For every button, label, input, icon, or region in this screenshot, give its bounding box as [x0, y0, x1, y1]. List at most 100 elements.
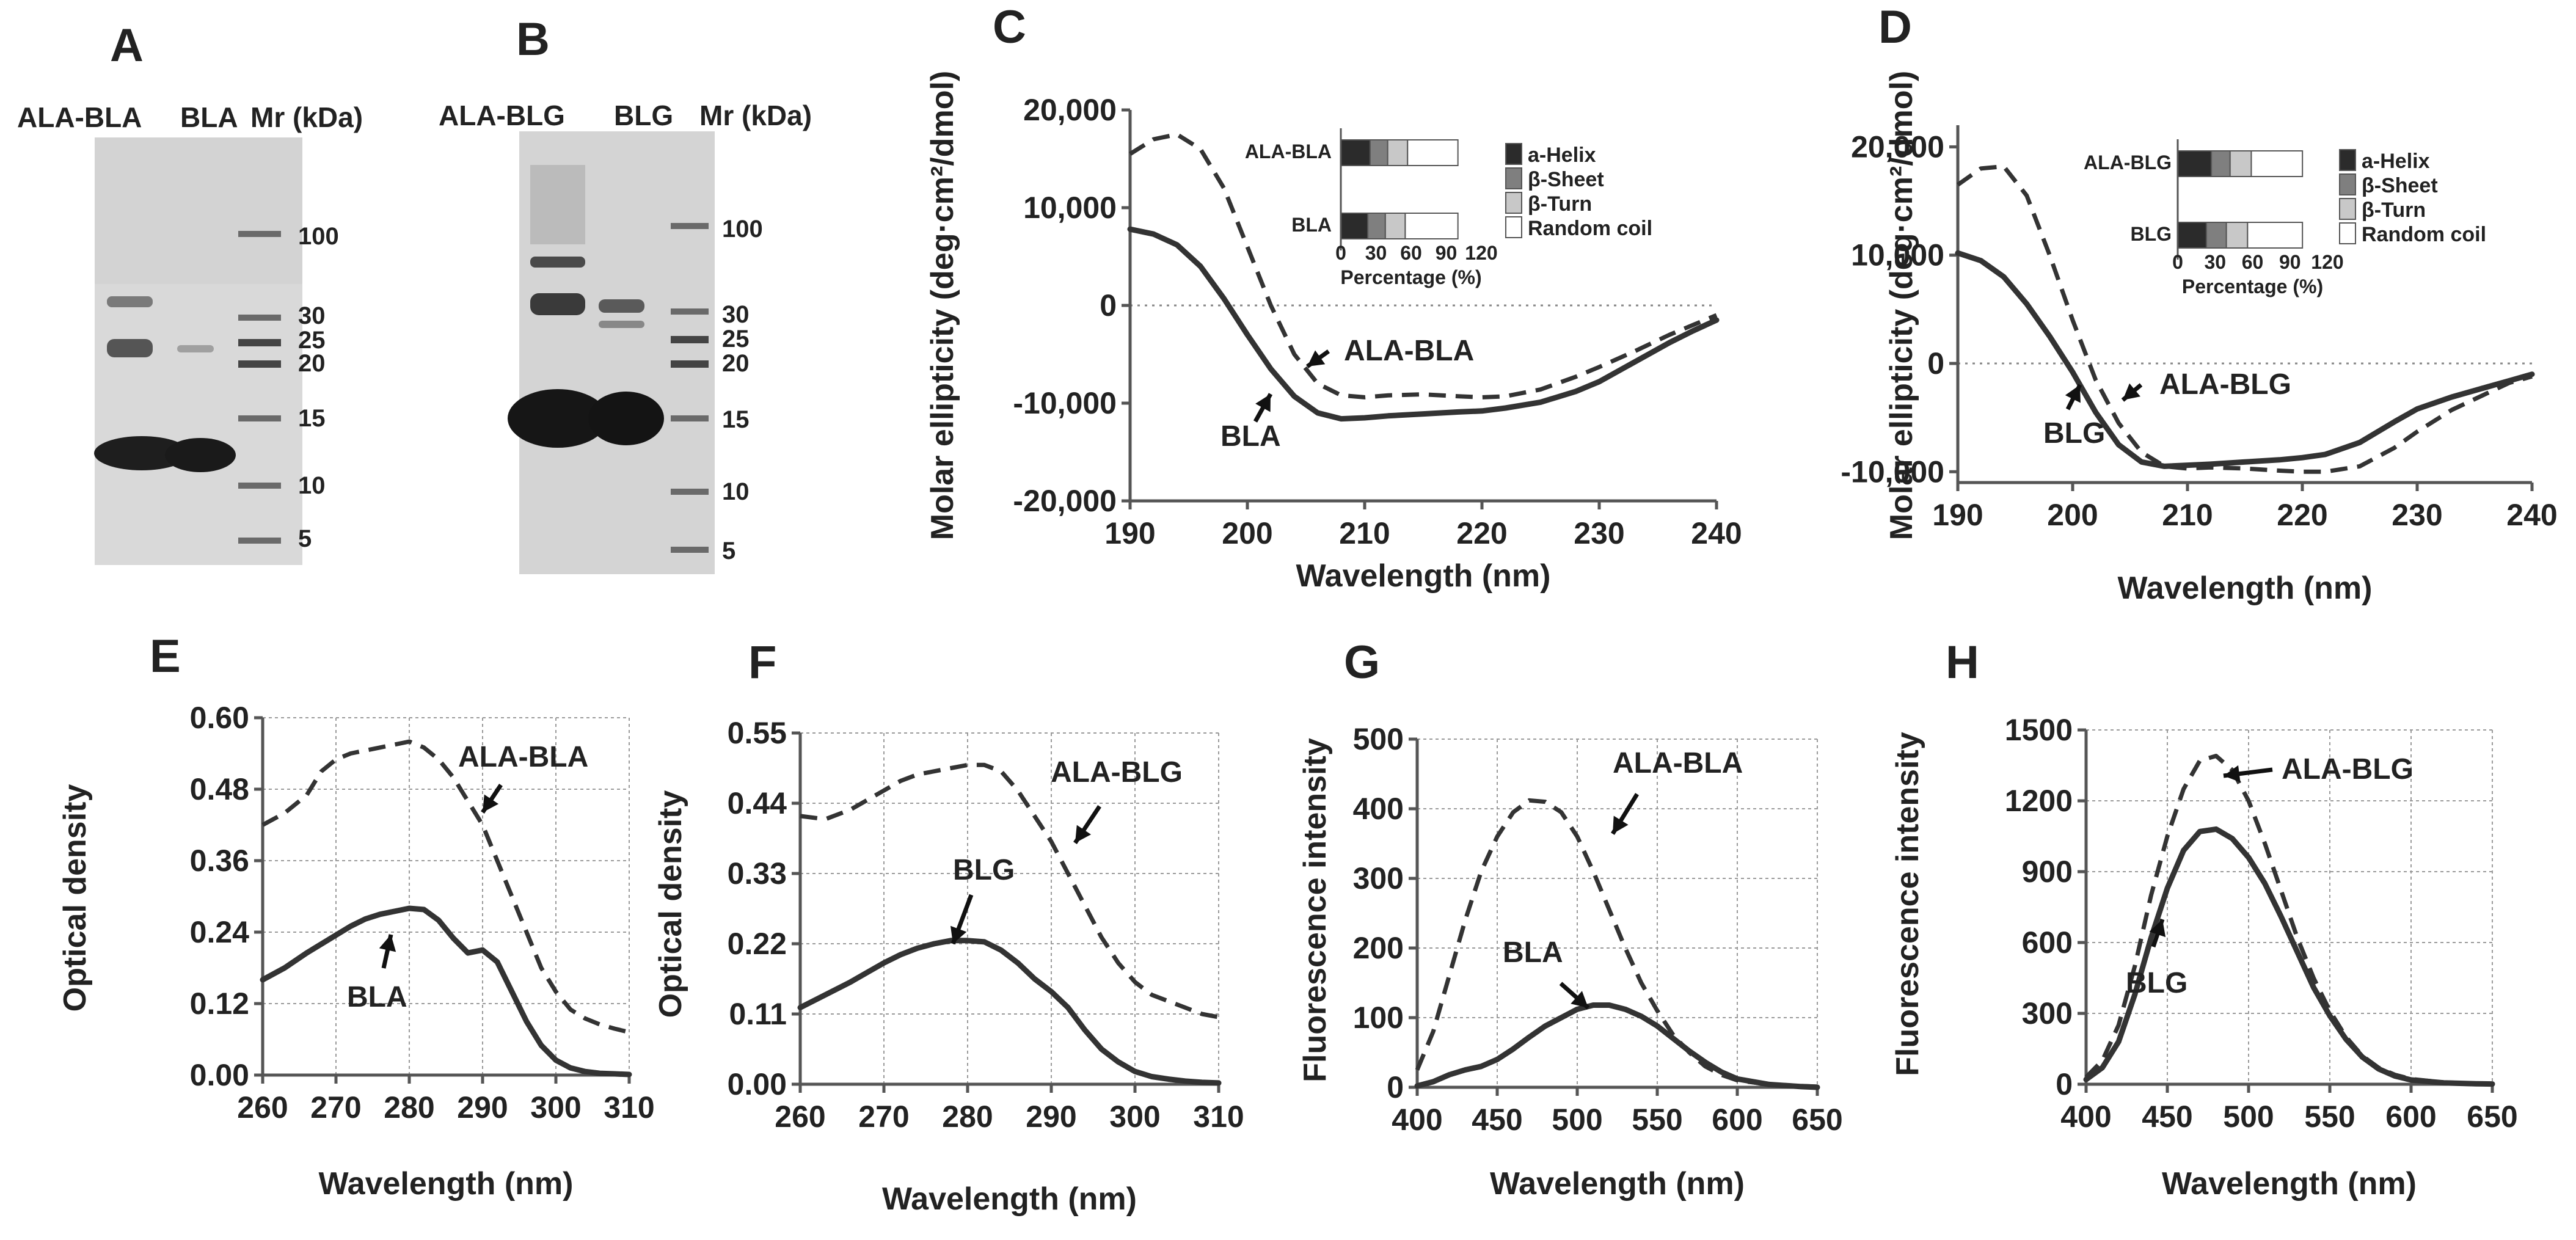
y-tick-label: 0.36: [190, 844, 249, 878]
y-tick-label: 600: [2022, 925, 2073, 960]
gel-a-band: [94, 436, 189, 470]
series-line-ala-bla: [261, 739, 630, 1035]
inset-bar-segment: [1404, 213, 1459, 239]
inset-category-label: ALA-BLA: [1245, 140, 1332, 162]
inset-x-tick-label: 60: [1400, 242, 1422, 264]
gel-b-band: [530, 293, 585, 315]
x-axis-label: Wavelength (nm): [2118, 571, 2373, 606]
chart-h: H 0 300 600 900 1200 1500 400 450 500 550 600 650 Wav…: [1890, 636, 2518, 1202]
series-line-bla: [260, 905, 632, 1078]
inset-bar-segment: [2211, 150, 2231, 177]
chart-d: D -10,000 0 10,000 20,000 190 200 210 220 230 240 W…: [1841, 1, 2557, 606]
x-tick-label: 500: [2223, 1100, 2274, 1134]
y-tick-label: 1200: [2005, 784, 2073, 818]
y-tick-label: 0.60: [190, 701, 249, 735]
annotation-label: BLA: [1503, 936, 1563, 969]
chart-g: G 0 100 200 300 400 500 400 450 500 550 600 650 Wavel…: [1297, 636, 1843, 1202]
axes: [1415, 739, 1817, 1089]
gel-b-marker-band: [671, 308, 709, 315]
panel-b-label: B: [516, 13, 550, 65]
x-tick-label: 200: [2047, 498, 2098, 532]
y-tick-label: 300: [1353, 861, 1404, 895]
gel-b-smear: [530, 165, 585, 244]
inset-legend-swatch: [1505, 192, 1522, 214]
x-axis-label: Wavelength (nm): [1296, 558, 1551, 594]
y-tick-label: 0: [2056, 1067, 2073, 1101]
chart-e: E 0.00 0.12 0.24 0.36 0.48 0.60 260 270 280 290 300…: [57, 630, 655, 1202]
gel-b-band: [599, 321, 644, 328]
gel-a-marker-label: 25: [298, 327, 326, 354]
inset-legend-label: β-Turn: [2362, 199, 2426, 222]
x-tick-label: 220: [1456, 516, 1507, 550]
inset-bar-segment: [2250, 150, 2304, 177]
inset-bar-segment: [2225, 222, 2249, 249]
inset-legend-swatch: [1505, 216, 1522, 238]
gel-a-band: [177, 345, 214, 352]
panel-d-label: D: [1878, 1, 1912, 53]
annotation-label: ALA-BLG: [2159, 368, 2291, 401]
x-tick-label: 190: [1932, 498, 1983, 532]
inset-bar-segment: [1387, 139, 1409, 166]
inset-legend-label: β-Sheet: [2362, 174, 2438, 197]
y-axis-label: Optical density: [653, 790, 688, 1018]
series-line-ala-blg: [2084, 754, 2493, 1087]
inset-bar-segment: [1384, 213, 1406, 239]
gel-a-marker-band: [238, 483, 281, 489]
x-tick-label: 220: [2277, 498, 2327, 532]
inset-bar-segment: [2177, 222, 2207, 249]
gel-b-band: [530, 257, 585, 268]
annotation-arrowhead: [1571, 991, 1588, 1008]
gel-a-marker-band: [238, 538, 281, 544]
inset-x-tick-label: 90: [1436, 242, 1458, 264]
x-tick-label: 280: [384, 1090, 434, 1125]
x-tick-label: 280: [942, 1100, 993, 1134]
gel-a-band: [107, 339, 153, 357]
inset-legend-label: a-Helix: [1528, 144, 1596, 167]
gel-a-marker-label: 100: [298, 223, 339, 250]
x-tick-label: 310: [604, 1090, 654, 1125]
y-tick-label: 0.24: [190, 915, 250, 949]
y-tick-label: 0.12: [190, 987, 249, 1021]
gel-a-marker-band: [238, 231, 281, 237]
x-tick-label: 240: [2506, 498, 2557, 532]
inset-category-label: ALA-BLG: [2084, 151, 2172, 173]
annotation-label: BLG: [2043, 417, 2105, 450]
x-tick-label: 240: [1691, 516, 1742, 550]
inset-bar-segment: [1340, 139, 1371, 166]
inset-x-tick-label: 30: [2204, 251, 2226, 273]
annotation-arrowhead: [2123, 383, 2140, 400]
y-tick-label: 0: [1927, 346, 1944, 381]
series-line-ala-bla: [1415, 798, 1818, 1089]
gel-a-smear: [95, 137, 302, 284]
y-tick-label: 0.44: [728, 786, 787, 820]
panel-c-label: C: [993, 1, 1026, 53]
x-tick-label: 260: [775, 1100, 825, 1134]
gel-b-marker-band: [671, 547, 709, 553]
inset-legend-swatch: [2339, 222, 2356, 244]
x-axis-label: Wavelength (nm): [2162, 1166, 2417, 1202]
inset-x-tick-label: 120: [2311, 251, 2343, 273]
inset-x-label: Percentage (%): [2182, 275, 2323, 297]
y-tick-label: 100: [1353, 1001, 1404, 1035]
x-tick-label: 450: [2142, 1100, 2192, 1134]
x-tick-label: 230: [1574, 516, 1624, 550]
panel-b: B ALA-BLG BLG Mr (kDa) 100 30 25 20 15: [439, 13, 812, 574]
gel-b-marker-label: 100: [722, 216, 763, 243]
y-axis-label: Molar ellipticity (deg·cm²/dmol): [925, 71, 960, 541]
y-tick-label: -10,000: [1841, 454, 1944, 489]
inset-bar-segment: [2177, 150, 2213, 177]
y-axis-label: Fluorescence intensity: [1297, 738, 1333, 1082]
x-tick-label: 400: [2060, 1100, 2111, 1134]
annotation-arrowhead: [1255, 394, 1271, 412]
inset-legend-label: β-Sheet: [1528, 168, 1604, 191]
y-tick-label: 0: [1387, 1070, 1404, 1104]
inset-x-label: Percentage (%): [1340, 266, 1481, 288]
panel-g-label: G: [1344, 636, 1380, 688]
gel-b-marker-label: 15: [722, 406, 750, 433]
annotation-arrowhead: [1075, 825, 1092, 843]
y-tick-label: 20,000: [1851, 129, 1944, 164]
inset-x-tick-label: 0: [1335, 242, 1346, 264]
gel-b-marker-band: [671, 415, 709, 421]
x-tick-label: 310: [1193, 1100, 1244, 1134]
y-tick-label: 0.00: [190, 1058, 249, 1092]
